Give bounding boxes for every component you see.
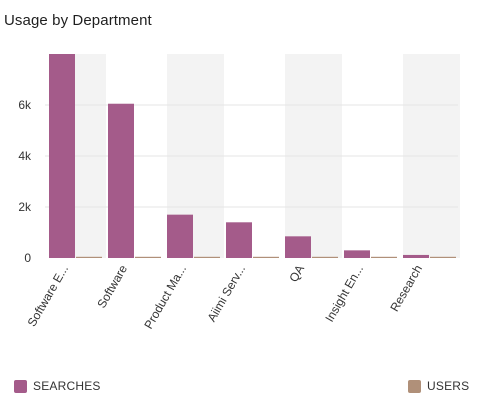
legend-item-searches[interactable]: SEARCHES	[14, 379, 101, 393]
x-axis-labels: Software E... Software Product Ma... Aiimi …	[25, 262, 425, 331]
bar-searches[interactable]	[108, 103, 134, 258]
x-tick-label: Software	[94, 262, 130, 310]
bar-searches[interactable]	[167, 214, 193, 258]
bar-series	[49, 54, 456, 258]
bar-users[interactable]	[312, 256, 338, 258]
bar-users[interactable]	[253, 256, 279, 258]
chart-title: Usage by Department	[4, 12, 152, 29]
legend-item-users[interactable]: USERS	[408, 379, 469, 393]
bar-users[interactable]	[135, 256, 161, 258]
x-tick-label: Insight En...	[322, 263, 366, 325]
y-tick-label: 4k	[18, 149, 32, 163]
bar-users[interactable]	[430, 256, 456, 258]
legend-swatch-searches	[14, 379, 27, 393]
bar-searches[interactable]	[49, 54, 75, 258]
x-tick-label: QA	[286, 263, 307, 285]
bar-searches[interactable]	[344, 250, 370, 258]
x-tick-label: Software E...	[25, 263, 71, 329]
legend-swatch-users	[408, 379, 421, 393]
y-axis-ticks: 0 2k 4k 6k	[18, 98, 32, 265]
y-tick-label: 6k	[18, 98, 32, 112]
y-tick-label: 0	[24, 251, 31, 265]
x-tick-label: Product Ma...	[141, 263, 189, 332]
bar-searches[interactable]	[403, 254, 429, 258]
legend-label-searches: SEARCHES	[33, 379, 101, 393]
x-tick-label: Research	[387, 263, 425, 314]
gridlines	[45, 104, 458, 208]
bar-searches[interactable]	[285, 236, 311, 258]
legend-label-users: USERS	[427, 379, 470, 393]
bar-users[interactable]	[194, 256, 220, 258]
bar-users[interactable]	[371, 256, 397, 258]
bar-users[interactable]	[76, 256, 102, 258]
bar-searches[interactable]	[226, 222, 252, 258]
x-tick-label: Aiimi Serv...	[204, 263, 248, 325]
y-tick-label: 2k	[18, 200, 32, 214]
